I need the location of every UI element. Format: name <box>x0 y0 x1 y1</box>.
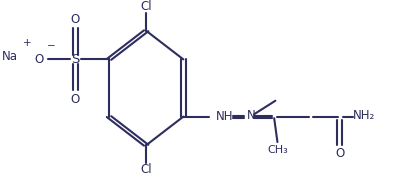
Text: CH₃: CH₃ <box>266 145 287 155</box>
Text: NH: NH <box>215 110 232 123</box>
Text: O: O <box>34 53 43 66</box>
Text: O: O <box>334 147 344 161</box>
Text: −: − <box>47 41 55 51</box>
Text: O: O <box>71 93 80 106</box>
Text: Na: Na <box>2 50 18 63</box>
Text: O: O <box>71 13 80 26</box>
Text: +: + <box>23 39 32 49</box>
Text: S: S <box>71 53 79 66</box>
Text: NH₂: NH₂ <box>352 109 374 121</box>
Text: Cl: Cl <box>140 0 152 13</box>
Text: Cl: Cl <box>140 163 152 176</box>
Text: N: N <box>247 109 256 121</box>
